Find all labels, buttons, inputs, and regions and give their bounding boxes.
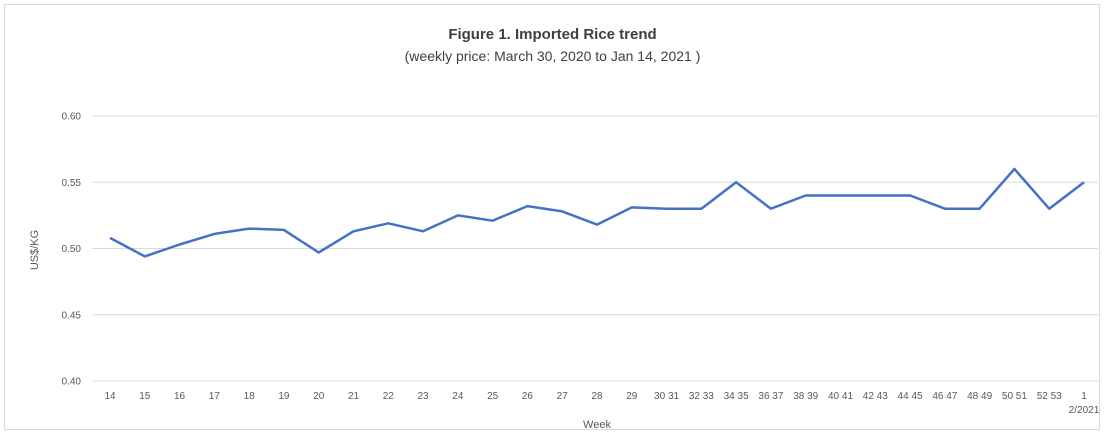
x-tick-label: 16 [174,391,186,402]
y-tick-label: 0.40 [62,377,82,388]
x-tick-label: 50 51 [1002,391,1027,402]
y-tick-label: 0.45 [62,310,82,321]
y-tick-label: 0.60 [62,112,82,123]
x-tick-label: 15 [139,391,151,402]
x-tick-label: 30 31 [654,391,679,402]
gridlines [92,115,1098,382]
x-tick-label: 1 [1081,391,1087,402]
y-axis-ticks: 0.60 0.55 0.50 0.45 0.40 [62,112,82,388]
x-tick-label: 44 45 [898,391,923,402]
x-tick-label: 14 [104,391,116,402]
x-tick-label: 29 [626,391,638,402]
chart-frame [4,4,1100,430]
x-tick-label: 38 39 [793,391,818,402]
x-tick-label: 42 43 [863,391,888,402]
series-line [109,167,1085,258]
x-tick-label: 19 [278,391,290,402]
y-tick-label: 0.55 [62,178,82,189]
x-tick-label: 48 49 [967,391,992,402]
x-tick-label: 28 [591,391,603,402]
x-tick-label: 20 [313,391,325,402]
x-tick-label-year: 2/2021 [1069,405,1100,416]
chart-title: Figure 1. Imported Rice trend [448,26,657,43]
x-axis-ticks: 14 15 16 17 18 19 20 21 22 23 24 25 26 27 28 29 30 31 32 … [104,391,1099,416]
x-tick-label: 36 37 [758,391,783,402]
chart-subtitle: (weekly price: March 30, 2020 to Jan 14,… [404,48,701,64]
x-tick-label: 24 [452,391,464,402]
x-tick-label: 27 [557,391,569,402]
x-tick-label: 52 53 [1037,391,1062,402]
x-axis-label: Week [583,419,611,431]
y-tick-label: 0.50 [62,244,82,255]
x-tick-label: 21 [348,391,360,402]
x-tick-label: 46 47 [932,391,957,402]
x-tick-label: 32 33 [689,391,714,402]
x-tick-label: 40 41 [828,391,853,402]
x-tick-label: 26 [522,391,534,402]
x-tick-label: 23 [418,391,430,402]
x-tick-label: 17 [209,391,221,402]
x-tick-label: 18 [244,391,256,402]
y-axis-label: US$/KG [29,230,41,270]
x-tick-label: 22 [383,391,395,402]
x-tick-label: 25 [487,391,499,402]
x-tick-label: 34 35 [724,391,749,402]
